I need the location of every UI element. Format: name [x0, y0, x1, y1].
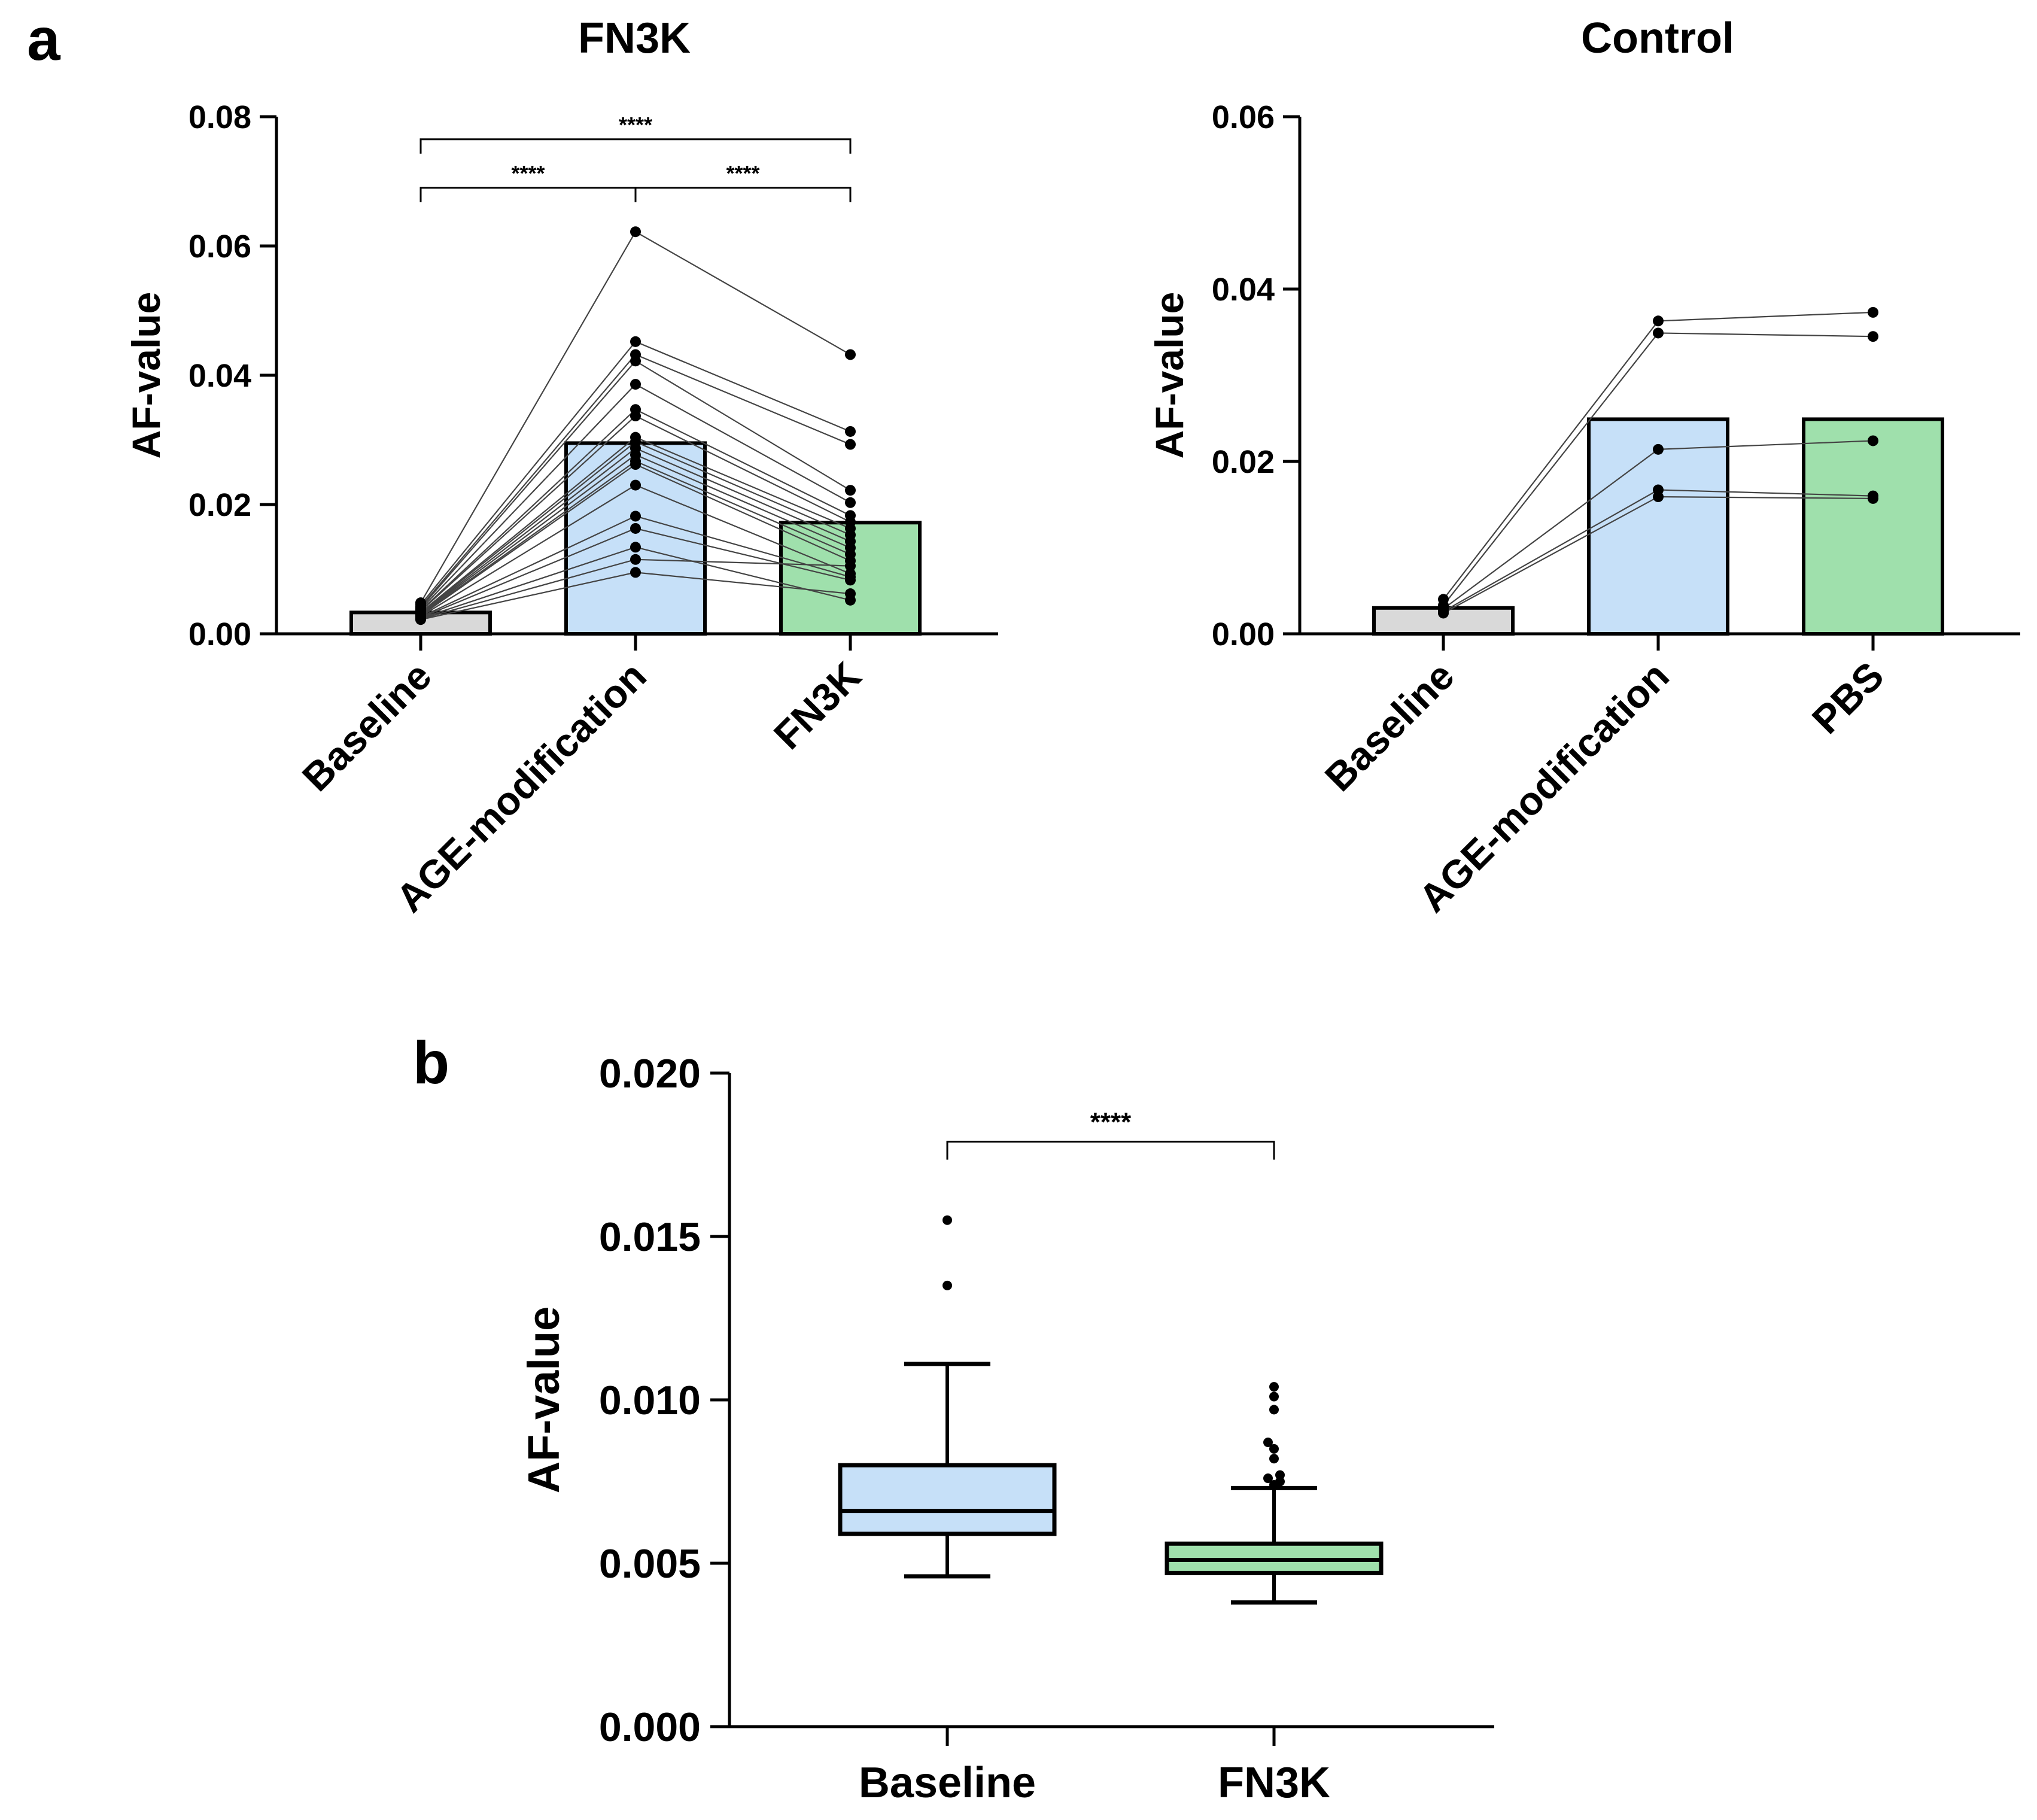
panel-label-b: b	[413, 1029, 449, 1096]
data-point	[630, 411, 641, 422]
data-point	[630, 511, 641, 522]
significance-label: ****	[619, 113, 652, 137]
y-tick-label: 0.04	[189, 358, 251, 394]
y-tick-label: 0.015	[599, 1214, 701, 1260]
y-tick-label: 0.00	[189, 616, 251, 652]
plot-boxplot: AF-value 0.000 0.005 0.010 0.015 0.020 Baselin…	[519, 1051, 1494, 1807]
data-point	[845, 588, 856, 600]
outlier-point	[943, 1280, 952, 1290]
chart-title: Control	[1581, 14, 1734, 62]
data-point	[630, 379, 641, 390]
outlier-point	[1269, 1391, 1279, 1402]
significance-bracket	[946, 1141, 1275, 1160]
data-point	[1653, 327, 1664, 339]
data-point	[1868, 306, 1878, 318]
x-tick-label: Baseline	[1317, 654, 1463, 800]
panel-label-a: a	[27, 6, 61, 73]
x-tick-label: PBS	[1804, 654, 1892, 742]
outlier-point	[1263, 1437, 1273, 1447]
data-point	[1653, 315, 1664, 327]
data-point	[1653, 443, 1664, 455]
data-point	[1868, 331, 1878, 342]
outlier-point	[1269, 1444, 1279, 1454]
data-point	[630, 356, 641, 367]
y-axis-label: AF-value	[124, 292, 168, 459]
significance-label: ****	[1090, 1108, 1132, 1137]
y-tick-label: 0.020	[599, 1051, 701, 1096]
data-point	[630, 554, 641, 565]
y-tick-label: 0.04	[1212, 272, 1275, 308]
y-tick-label: 0.06	[1212, 99, 1275, 135]
y-tick-label: 0.00	[1212, 616, 1275, 652]
y-tick-label: 0.02	[1212, 444, 1275, 480]
data-point	[845, 426, 856, 437]
data-point	[845, 575, 856, 586]
x-tick-label: FN3K	[765, 653, 869, 757]
y-tick-label: 0.06	[189, 229, 251, 265]
significance-bracket	[419, 138, 852, 154]
y-axis-label: AF-value	[519, 1306, 568, 1494]
significance-bracket	[419, 187, 637, 202]
bar-age-modification	[1587, 417, 1729, 636]
outlier-point	[1269, 1382, 1279, 1392]
data-point	[1868, 493, 1878, 504]
data-point	[1868, 435, 1878, 446]
data-point	[845, 439, 856, 450]
outlier-point	[1275, 1470, 1285, 1480]
data-point	[630, 226, 641, 238]
outlier-point	[1269, 1454, 1279, 1464]
plot-control: ControlAF-value0.000.020.040.06BaselineA…	[1147, 14, 2020, 920]
significance-label: ****	[726, 161, 759, 186]
y-tick-label: 0.010	[599, 1378, 701, 1423]
x-tick-label: FN3K	[1218, 1759, 1330, 1807]
y-tick-label: 0.000	[599, 1704, 701, 1750]
data-point	[630, 522, 641, 534]
data-point	[415, 614, 426, 625]
significance-label: ****	[511, 161, 545, 186]
plot-fn3k: FN3K AF-value 0.00 0.02 0.04 0.06 0.08 Baseline…	[124, 14, 998, 920]
outlier-point	[943, 1215, 952, 1225]
data-point	[630, 479, 641, 491]
data-point	[630, 542, 641, 553]
bar-pbs	[1802, 417, 1944, 636]
significance-bracket	[634, 187, 852, 202]
data-point	[845, 497, 856, 508]
y-axis-label: AF-value	[1147, 292, 1191, 459]
box-baseline	[838, 1463, 1057, 1536]
x-tick-label: Baseline	[859, 1759, 1036, 1807]
data-point	[1653, 491, 1664, 503]
y-tick-label: 0.02	[189, 487, 251, 523]
x-tick-label: Baseline	[294, 654, 440, 800]
data-point	[845, 485, 856, 496]
data-point	[630, 336, 641, 347]
data-point	[630, 459, 641, 470]
outlier-point	[1263, 1473, 1273, 1484]
outlier-point	[1269, 1405, 1279, 1415]
y-tick-label: 0.005	[599, 1541, 701, 1587]
data-point	[630, 567, 641, 578]
data-point	[1438, 607, 1449, 619]
y-tick-label: 0.08	[189, 99, 251, 135]
chart-title: FN3K	[578, 14, 691, 62]
data-point	[845, 560, 856, 572]
data-point	[845, 349, 856, 360]
